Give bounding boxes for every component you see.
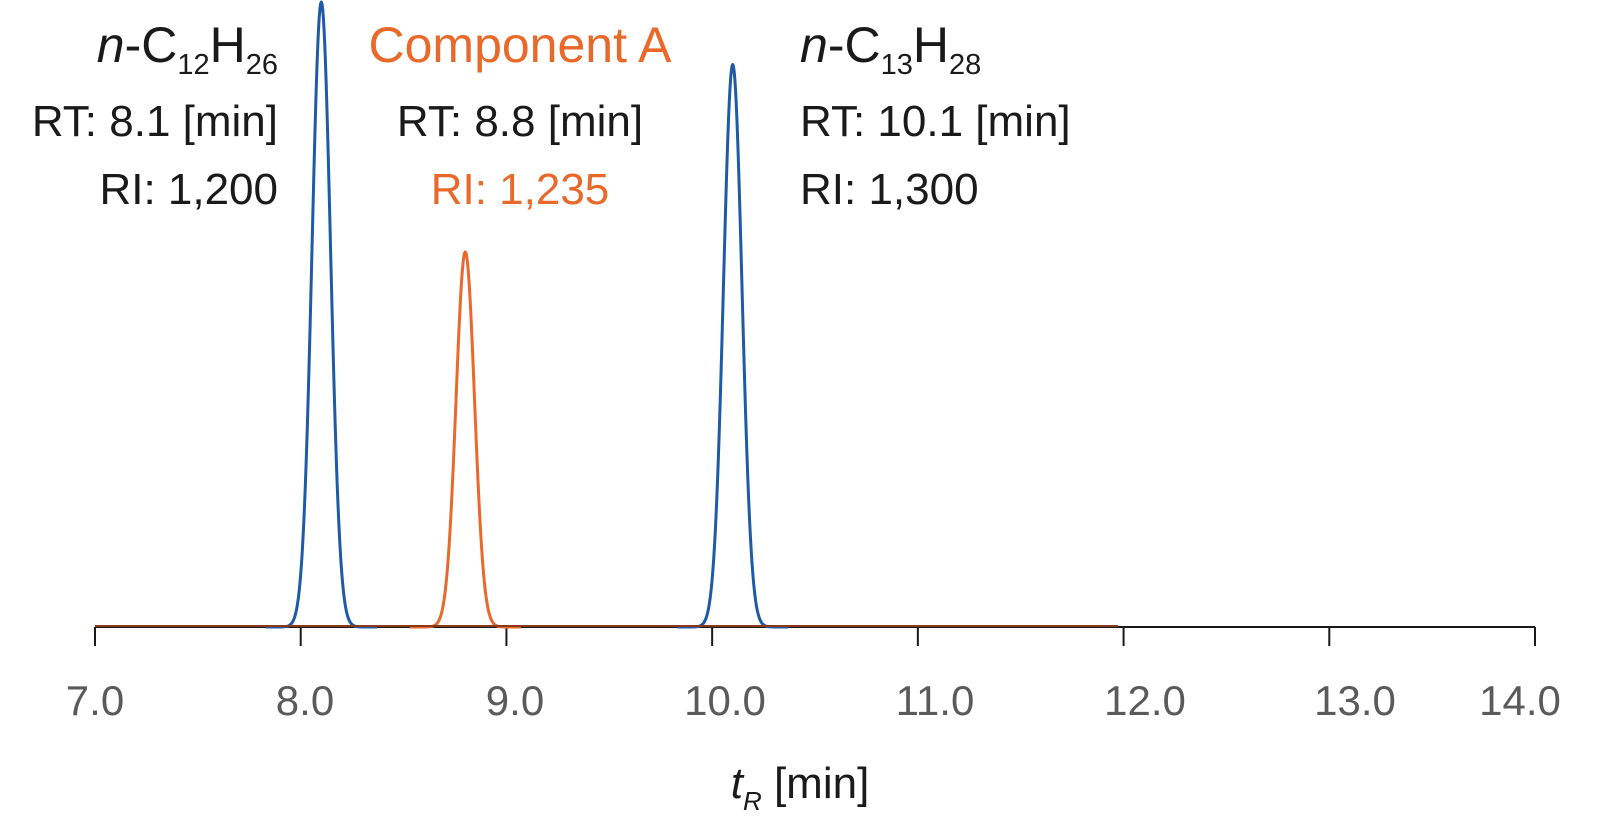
c13-dash: - bbox=[827, 17, 845, 73]
c13-rt: RT: 10.1 [min] bbox=[800, 97, 1071, 146]
x-tick-label-10: 10.0 bbox=[684, 677, 766, 724]
c13-n2: 28 bbox=[948, 49, 982, 81]
x-tick-label-9: 9.0 bbox=[485, 677, 545, 724]
x-tick-label-14: 14.0 bbox=[1479, 677, 1561, 724]
x-tick-label-13: 13.0 bbox=[1314, 677, 1396, 724]
c13-el1: C bbox=[844, 17, 881, 73]
c13-formula: n-C13H28 bbox=[800, 17, 981, 80]
c12-ri: RI: 1,200 bbox=[99, 165, 278, 214]
c12-formula: n-C12H26 bbox=[96, 17, 278, 80]
x-axis-label-main: t bbox=[730, 759, 743, 808]
peak-3 bbox=[676, 63, 790, 629]
c12-n2: 26 bbox=[245, 49, 278, 81]
peak-2 bbox=[408, 250, 522, 629]
c13-ri: RI: 1,300 bbox=[800, 165, 979, 214]
c12-el2: H bbox=[209, 17, 246, 73]
component-a-name: Component A bbox=[368, 17, 672, 73]
x-tick-label-12: 12.0 bbox=[1104, 677, 1186, 724]
x-axis-label: tR [min] bbox=[0, 759, 1600, 816]
component-a-rt: RT: 8.8 [min] bbox=[396, 97, 644, 146]
c12-prefix: n bbox=[96, 17, 125, 73]
component-a-ri: RI: 1,235 bbox=[430, 165, 610, 214]
c12-n1: 12 bbox=[177, 49, 210, 81]
c13-n1: 13 bbox=[880, 49, 913, 81]
x-axis-label-sub: R bbox=[742, 786, 762, 816]
x-axis-label-unit: [min] bbox=[761, 759, 870, 808]
peak-1 bbox=[264, 0, 378, 629]
c13-el2: H bbox=[912, 17, 949, 73]
c12-dash: - bbox=[124, 17, 142, 73]
x-tick-label-7: 7.0 bbox=[65, 677, 125, 724]
c12-el1: C bbox=[141, 17, 178, 73]
c13-prefix: n bbox=[800, 17, 828, 73]
x-tick-label-11: 11.0 bbox=[895, 677, 975, 724]
x-tick-label-8: 8.0 bbox=[275, 677, 335, 724]
c12-rt: RT: 8.1 [min] bbox=[31, 97, 278, 146]
